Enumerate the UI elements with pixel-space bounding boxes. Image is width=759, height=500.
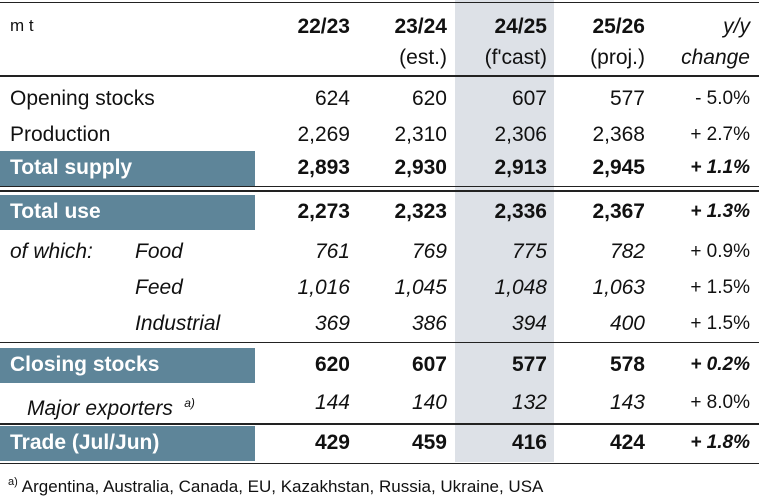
cell: 386: [411, 312, 447, 335]
label-bar: [0, 195, 255, 230]
cell: (f'cast): [484, 46, 547, 69]
cell: 2,893: [297, 156, 350, 179]
cell: 22/23: [297, 15, 350, 38]
row-label: Major exporters a): [27, 396, 195, 420]
cell: 2,273: [297, 200, 350, 223]
cell: 782: [609, 240, 645, 263]
label-bar: [0, 151, 255, 186]
cell: + 2.7%: [690, 124, 750, 145]
cell: - 5.0%: [695, 88, 750, 109]
cell: 2,368: [592, 123, 645, 146]
cell: 1,045: [394, 276, 447, 299]
cell: + 8.0%: [690, 392, 750, 413]
row-prefix: of which:: [10, 240, 93, 263]
row-label: Trade (Jul/Jun): [10, 431, 160, 454]
cell: 1,016: [297, 276, 350, 299]
cell: (proj.): [590, 46, 645, 69]
footnote-text: Argentina, Australia, Canada, EU, Kazakh…: [21, 476, 544, 496]
cell: 607: [511, 87, 547, 110]
row-label: Closing stocks: [10, 353, 160, 376]
rule: [0, 186, 759, 187]
row-label: Industrial: [135, 312, 221, 335]
cell: 578: [609, 353, 645, 376]
cell: 2,323: [394, 200, 447, 223]
cell: 577: [511, 353, 547, 376]
rule: [0, 75, 759, 77]
row-label: Opening stocks: [10, 87, 155, 110]
row-label: Production: [10, 123, 111, 146]
cell: 143: [609, 391, 645, 414]
rule: [0, 463, 759, 464]
cell: 132: [511, 391, 547, 414]
cell: 429: [314, 431, 350, 454]
footnote: a) Argentina, Australia, Canada, EU, Kaza…: [8, 470, 543, 499]
cell: 424: [609, 431, 645, 454]
cell: 394: [511, 312, 547, 335]
row-label: Total use: [10, 200, 101, 223]
cell: 459: [411, 431, 447, 454]
cell: 23/24: [394, 15, 447, 38]
cell: 2,367: [592, 200, 645, 223]
rule: [0, 423, 759, 425]
cell: 2,913: [494, 156, 547, 179]
label-bar: [0, 348, 255, 383]
cell: 416: [511, 431, 547, 454]
row-label: Food: [135, 240, 183, 263]
cell: 620: [314, 353, 350, 376]
cell: 577: [609, 87, 645, 110]
cell: + 1.3%: [690, 201, 750, 222]
cell: 400: [609, 312, 645, 335]
note: a): [180, 396, 195, 410]
cell: 2,306: [494, 123, 547, 146]
cell: 620: [411, 87, 447, 110]
row-label: Total supply: [10, 156, 133, 179]
cell: 2,310: [394, 123, 447, 146]
cell: 761: [314, 240, 350, 263]
cell: + 0.2%: [690, 354, 750, 375]
cell: + 1.5%: [690, 313, 750, 334]
cell: 2,269: [297, 123, 350, 146]
cell: 775: [511, 240, 547, 263]
cell: 1,048: [494, 276, 547, 299]
cell: 607: [411, 353, 447, 376]
cell: 769: [411, 240, 447, 263]
cell: change: [681, 46, 750, 69]
cell: 1,063: [592, 276, 645, 299]
cell: + 0.9%: [690, 241, 750, 262]
cell: 2,945: [592, 156, 645, 179]
cell: + 1.1%: [690, 157, 750, 178]
cell: 144: [314, 391, 350, 414]
cell: (est.): [399, 46, 447, 69]
footnote-marker: a): [8, 476, 18, 488]
unit: m t: [10, 16, 34, 35]
rule: [0, 342, 759, 343]
row-label: Feed: [135, 276, 183, 299]
cell: 2,930: [394, 156, 447, 179]
cell: 24/25: [494, 15, 547, 38]
cell: y/y: [723, 15, 750, 38]
cell: + 1.5%: [690, 277, 750, 298]
cell: 2,336: [494, 200, 547, 223]
cell: 624: [314, 87, 350, 110]
label-bar: [0, 426, 255, 461]
cell: 25/26: [592, 15, 645, 38]
cell: 140: [411, 391, 447, 414]
rule: [0, 190, 759, 192]
cell: + 1.8%: [690, 432, 750, 453]
cell: 369: [314, 312, 350, 335]
rule: [0, 2, 759, 3]
column-shade: [455, 0, 554, 462]
